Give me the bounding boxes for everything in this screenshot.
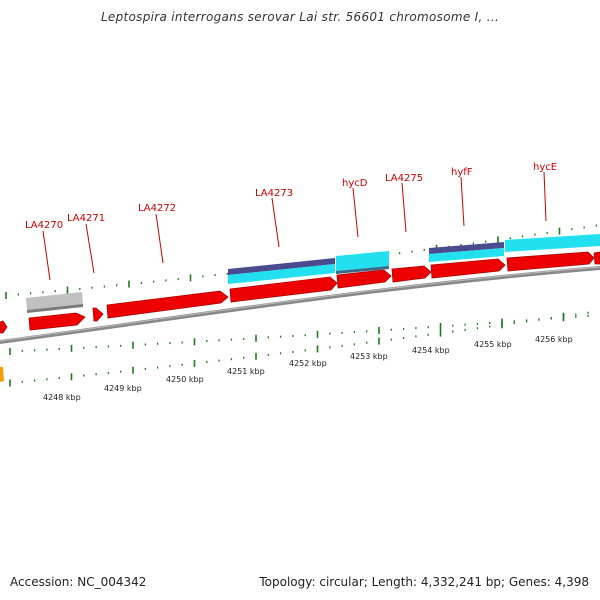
cds-arrow-la4273 — [229, 276, 338, 303]
topology-summary: Topology: circular; Length: 4,332,241 bp… — [259, 575, 589, 589]
kbp-label: 4255 kbp — [474, 340, 512, 349]
cds-arrow-offscreen-left — [0, 320, 8, 334]
bottom-ruler-ticks — [9, 311, 589, 387]
kbp-label: 4252 kbp — [289, 359, 327, 368]
kbp-label: 4248 kbp — [43, 393, 81, 402]
gene-label[interactable]: LA4270 — [25, 220, 63, 231]
gene-leader-line — [42, 230, 51, 281]
gene-label-group-0: LA4270 — [25, 220, 63, 281]
cds-arrow-hycd — [336, 269, 392, 289]
cds-arrow-la4272 — [106, 290, 229, 319]
feature-bar-cyan-3 — [429, 248, 504, 262]
cds-arrow-la4275 — [391, 265, 432, 283]
pseudogene-bar — [26, 292, 83, 310]
accession-label: Accession: NC_004342 — [10, 575, 147, 589]
kbp-label: 4249 kbp — [104, 384, 142, 393]
page-title: Leptospira interrogans serovar Lai str. … — [100, 10, 500, 24]
gene-leader-line — [460, 176, 465, 227]
feature-bar-cyan-2 — [336, 251, 389, 271]
gene-label[interactable]: LA4271 — [67, 213, 105, 224]
cds-arrow-hyff — [430, 258, 506, 279]
gene-label[interactable]: hycD — [342, 178, 368, 189]
gene-leader-line — [271, 197, 280, 248]
kbp-label: 4254 kbp — [412, 346, 450, 355]
cds-track — [0, 251, 600, 334]
cds-arrow-hyce — [506, 251, 595, 272]
gene-leader-line — [401, 182, 407, 233]
offscreen-feature-marker — [0, 367, 4, 382]
kbp-label: 4250 kbp — [166, 375, 204, 384]
feature-bar-cyan-1 — [228, 264, 335, 284]
gene-label[interactable]: LA4273 — [255, 188, 293, 199]
chromosome-backbone-highlight — [0, 266, 600, 342]
gene-label-group-6: hyfF — [451, 167, 473, 227]
pseudogene-bar-shadow — [27, 304, 83, 313]
gene-label-group-2: LA4272 — [138, 203, 176, 264]
kbp-labels: 4248 kbp 4249 kbp 4250 kbp 4251 kbp 4252… — [43, 335, 573, 402]
gene-leader-line — [543, 171, 547, 222]
gene-leader-line — [155, 213, 164, 264]
gene-label-group-1: LA4271 — [67, 213, 105, 274]
gene-leader-line — [85, 223, 95, 274]
cds-arrow-offscreen-right — [593, 251, 600, 265]
kbp-label: 4251 kbp — [227, 367, 265, 376]
feature-bar-navy-2 — [429, 242, 504, 254]
gene-labels: LA4270 LA4271 LA4272 LA4273 hycD LA4275 … — [25, 162, 557, 281]
feature-bar-cyan-4 — [505, 234, 600, 252]
cds-arrow-la4271 — [92, 307, 104, 322]
gene-label[interactable]: hycE — [533, 162, 557, 173]
feature-track-upper — [26, 234, 600, 313]
feature-bar-dark-edge-1 — [336, 266, 389, 274]
gene-label-group-7: hycE — [533, 162, 557, 222]
gene-label-group-4: hycD — [342, 178, 368, 238]
gene-label[interactable]: LA4275 — [385, 173, 423, 184]
kbp-label: 4253 kbp — [350, 352, 388, 361]
cds-arrow-la4270 — [28, 312, 86, 331]
gene-leader-line — [352, 187, 359, 238]
gene-label-group-3: LA4273 — [255, 188, 293, 248]
feature-bar-navy-1 — [228, 258, 335, 275]
gene-label-group-5: LA4275 — [385, 173, 423, 233]
gene-label[interactable]: LA4272 — [138, 203, 176, 214]
gene-label[interactable]: hyfF — [451, 167, 473, 178]
kbp-label: 4256 kbp — [535, 335, 573, 344]
chromosome-backbone — [0, 266, 600, 344]
